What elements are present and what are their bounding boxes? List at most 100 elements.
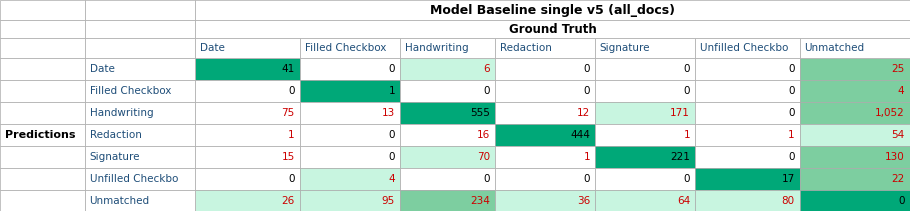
Text: 13: 13 [382,108,395,118]
Text: 70: 70 [477,152,490,162]
FancyBboxPatch shape [400,58,495,80]
Text: 4: 4 [898,86,905,96]
FancyBboxPatch shape [300,80,400,102]
FancyBboxPatch shape [195,0,910,20]
FancyBboxPatch shape [85,20,195,38]
FancyBboxPatch shape [595,38,695,58]
FancyBboxPatch shape [595,168,695,190]
FancyBboxPatch shape [0,58,85,80]
FancyBboxPatch shape [195,146,300,168]
Text: Signature: Signature [600,43,650,53]
Text: Signature: Signature [89,152,140,162]
Text: Ground Truth: Ground Truth [509,23,596,35]
FancyBboxPatch shape [695,38,800,58]
FancyBboxPatch shape [195,20,910,38]
Text: 0: 0 [389,130,395,140]
FancyBboxPatch shape [400,190,495,211]
FancyBboxPatch shape [0,20,85,38]
Text: 54: 54 [891,130,905,140]
FancyBboxPatch shape [800,58,910,80]
FancyBboxPatch shape [800,190,910,211]
FancyBboxPatch shape [695,146,800,168]
FancyBboxPatch shape [495,58,595,80]
Text: 0: 0 [683,64,690,74]
Text: 171: 171 [670,108,690,118]
FancyBboxPatch shape [85,190,195,211]
Text: 4: 4 [389,174,395,184]
FancyBboxPatch shape [800,80,910,102]
Text: 1: 1 [683,130,690,140]
FancyBboxPatch shape [195,80,300,102]
FancyBboxPatch shape [300,168,400,190]
FancyBboxPatch shape [495,190,595,211]
Text: 234: 234 [470,196,490,206]
FancyBboxPatch shape [800,146,910,168]
FancyBboxPatch shape [85,80,195,102]
FancyBboxPatch shape [300,124,400,146]
Text: 75: 75 [281,108,295,118]
Text: Filled Checkbox: Filled Checkbox [89,86,171,96]
Text: 555: 555 [470,108,490,118]
FancyBboxPatch shape [85,168,195,190]
Text: 0: 0 [389,152,395,162]
FancyBboxPatch shape [0,80,85,102]
Text: 0: 0 [288,174,295,184]
FancyBboxPatch shape [695,168,800,190]
Text: Model Baseline single v5 (all_docs): Model Baseline single v5 (all_docs) [430,4,675,16]
FancyBboxPatch shape [85,38,195,58]
Text: 15: 15 [281,152,295,162]
FancyBboxPatch shape [195,124,300,146]
Text: 0: 0 [583,64,590,74]
FancyBboxPatch shape [85,146,195,168]
FancyBboxPatch shape [400,102,495,124]
FancyBboxPatch shape [85,0,195,20]
Text: 95: 95 [382,196,395,206]
FancyBboxPatch shape [0,38,85,58]
FancyBboxPatch shape [595,80,695,102]
FancyBboxPatch shape [300,38,400,58]
FancyBboxPatch shape [800,38,910,58]
FancyBboxPatch shape [695,80,800,102]
Text: Redaction: Redaction [500,43,551,53]
Text: 6: 6 [483,64,490,74]
FancyBboxPatch shape [195,102,300,124]
FancyBboxPatch shape [400,168,495,190]
FancyBboxPatch shape [400,38,495,58]
FancyBboxPatch shape [695,58,800,80]
Text: 12: 12 [577,108,590,118]
FancyBboxPatch shape [495,80,595,102]
FancyBboxPatch shape [695,124,800,146]
FancyBboxPatch shape [800,168,910,190]
FancyBboxPatch shape [400,80,495,102]
FancyBboxPatch shape [595,190,695,211]
FancyBboxPatch shape [300,190,400,211]
FancyBboxPatch shape [400,146,495,168]
FancyBboxPatch shape [495,38,595,58]
Text: Handwriting: Handwriting [405,43,468,53]
FancyBboxPatch shape [495,124,595,146]
FancyBboxPatch shape [800,102,910,124]
Text: Predictions: Predictions [5,130,75,139]
Text: 0: 0 [788,108,794,118]
Text: Date: Date [199,43,225,53]
FancyBboxPatch shape [495,146,595,168]
Text: Filled Checkbox: Filled Checkbox [305,43,386,53]
FancyBboxPatch shape [0,0,85,20]
FancyBboxPatch shape [85,58,195,80]
Text: 41: 41 [281,64,295,74]
Text: Redaction: Redaction [89,130,141,140]
Text: Unmatched: Unmatched [804,43,864,53]
Text: 0: 0 [484,86,490,96]
Text: 0: 0 [683,174,690,184]
Text: Unmatched: Unmatched [89,196,149,206]
FancyBboxPatch shape [0,168,85,190]
Text: 64: 64 [677,196,690,206]
Text: 26: 26 [281,196,295,206]
Text: 17: 17 [782,174,794,184]
Text: 22: 22 [891,174,905,184]
Text: 25: 25 [891,64,905,74]
FancyBboxPatch shape [495,102,595,124]
Text: 80: 80 [782,196,794,206]
Text: 1: 1 [389,86,395,96]
Text: 1,052: 1,052 [875,108,905,118]
